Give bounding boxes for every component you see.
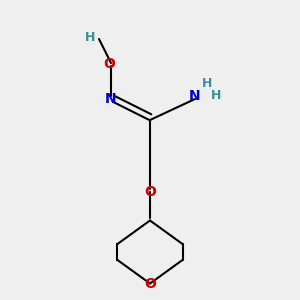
Text: H: H [211, 89, 221, 103]
Text: O: O [144, 277, 156, 290]
Text: N: N [189, 89, 201, 103]
Text: H: H [85, 31, 95, 44]
Text: O: O [103, 58, 116, 71]
Text: H: H [202, 77, 212, 91]
Text: N: N [105, 92, 117, 106]
Text: O: O [144, 185, 156, 199]
